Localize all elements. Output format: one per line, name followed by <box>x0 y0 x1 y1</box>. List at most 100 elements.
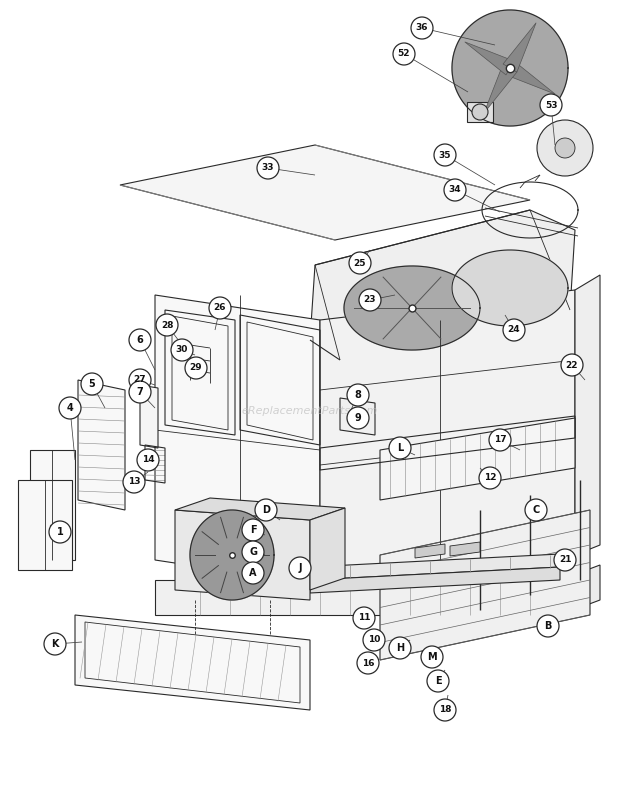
Circle shape <box>171 339 193 361</box>
Circle shape <box>137 449 159 471</box>
Polygon shape <box>310 508 345 590</box>
Text: 27: 27 <box>134 376 146 384</box>
Text: 24: 24 <box>508 326 520 335</box>
Text: J: J <box>298 563 302 573</box>
Text: D: D <box>262 505 270 515</box>
Text: 23: 23 <box>364 296 376 305</box>
Circle shape <box>289 557 311 579</box>
Circle shape <box>353 607 375 629</box>
Polygon shape <box>155 295 320 585</box>
Text: 21: 21 <box>559 555 571 565</box>
Circle shape <box>257 157 279 179</box>
Polygon shape <box>467 102 493 122</box>
Text: K: K <box>51 639 59 649</box>
Text: 18: 18 <box>439 706 451 714</box>
Circle shape <box>537 615 559 637</box>
Text: 4: 4 <box>66 403 73 413</box>
Text: B: B <box>544 621 552 631</box>
Circle shape <box>561 354 583 376</box>
Polygon shape <box>75 615 310 710</box>
Text: E: E <box>435 676 441 686</box>
Polygon shape <box>190 510 274 600</box>
Text: 35: 35 <box>439 150 451 160</box>
Text: L: L <box>397 443 403 453</box>
Polygon shape <box>452 250 568 326</box>
Polygon shape <box>452 10 568 126</box>
Text: 28: 28 <box>161 320 173 330</box>
Circle shape <box>479 467 501 489</box>
Circle shape <box>472 104 488 120</box>
Text: 10: 10 <box>368 635 380 645</box>
Text: 7: 7 <box>136 387 143 397</box>
Text: 13: 13 <box>128 478 140 486</box>
Circle shape <box>427 670 449 692</box>
Text: 53: 53 <box>545 100 557 109</box>
Circle shape <box>59 397 81 419</box>
Text: 17: 17 <box>494 436 507 445</box>
Circle shape <box>349 252 371 274</box>
Text: A: A <box>249 568 257 578</box>
Polygon shape <box>310 554 560 580</box>
Text: 11: 11 <box>358 614 370 623</box>
Text: 12: 12 <box>484 474 496 483</box>
Circle shape <box>434 144 456 166</box>
Polygon shape <box>310 567 560 593</box>
Circle shape <box>363 629 385 651</box>
Text: 5: 5 <box>89 379 95 389</box>
Polygon shape <box>155 580 560 615</box>
Circle shape <box>489 429 511 451</box>
Text: 34: 34 <box>449 186 461 195</box>
Text: G: G <box>249 547 257 557</box>
Circle shape <box>540 94 562 116</box>
Text: 52: 52 <box>398 50 410 59</box>
Circle shape <box>411 17 433 39</box>
Circle shape <box>242 519 264 541</box>
Circle shape <box>242 541 264 563</box>
Circle shape <box>49 521 71 543</box>
Circle shape <box>44 633 66 655</box>
Polygon shape <box>560 565 600 615</box>
Circle shape <box>357 652 379 674</box>
Circle shape <box>554 549 576 571</box>
Polygon shape <box>484 64 517 113</box>
Text: F: F <box>250 525 256 535</box>
Text: H: H <box>396 643 404 653</box>
Circle shape <box>347 384 369 406</box>
Polygon shape <box>30 450 75 560</box>
Circle shape <box>209 297 231 319</box>
Polygon shape <box>380 418 575 500</box>
Circle shape <box>129 329 151 351</box>
Text: 6: 6 <box>136 335 143 345</box>
Text: 16: 16 <box>361 658 374 668</box>
Polygon shape <box>18 480 72 570</box>
Polygon shape <box>310 210 575 360</box>
Circle shape <box>347 407 369 429</box>
Text: eReplacementParts.com: eReplacementParts.com <box>242 407 378 416</box>
Polygon shape <box>120 145 530 240</box>
Circle shape <box>421 646 443 668</box>
Polygon shape <box>465 42 514 75</box>
Text: 1: 1 <box>56 527 63 537</box>
Circle shape <box>156 314 178 336</box>
Circle shape <box>242 562 264 584</box>
Circle shape <box>393 43 415 65</box>
Circle shape <box>255 499 277 521</box>
Circle shape <box>129 369 151 391</box>
Polygon shape <box>503 23 536 72</box>
Circle shape <box>434 699 456 721</box>
Text: 22: 22 <box>565 361 578 369</box>
Circle shape <box>185 357 207 379</box>
Text: 30: 30 <box>176 346 188 354</box>
Circle shape <box>389 437 411 459</box>
Polygon shape <box>380 510 590 660</box>
Text: M: M <box>427 652 437 662</box>
Circle shape <box>525 499 547 521</box>
Polygon shape <box>415 544 445 558</box>
Polygon shape <box>344 266 480 350</box>
Polygon shape <box>340 398 375 435</box>
Polygon shape <box>140 385 158 448</box>
Circle shape <box>389 637 411 659</box>
Polygon shape <box>450 542 480 556</box>
Text: 8: 8 <box>355 390 361 400</box>
Polygon shape <box>78 380 125 510</box>
